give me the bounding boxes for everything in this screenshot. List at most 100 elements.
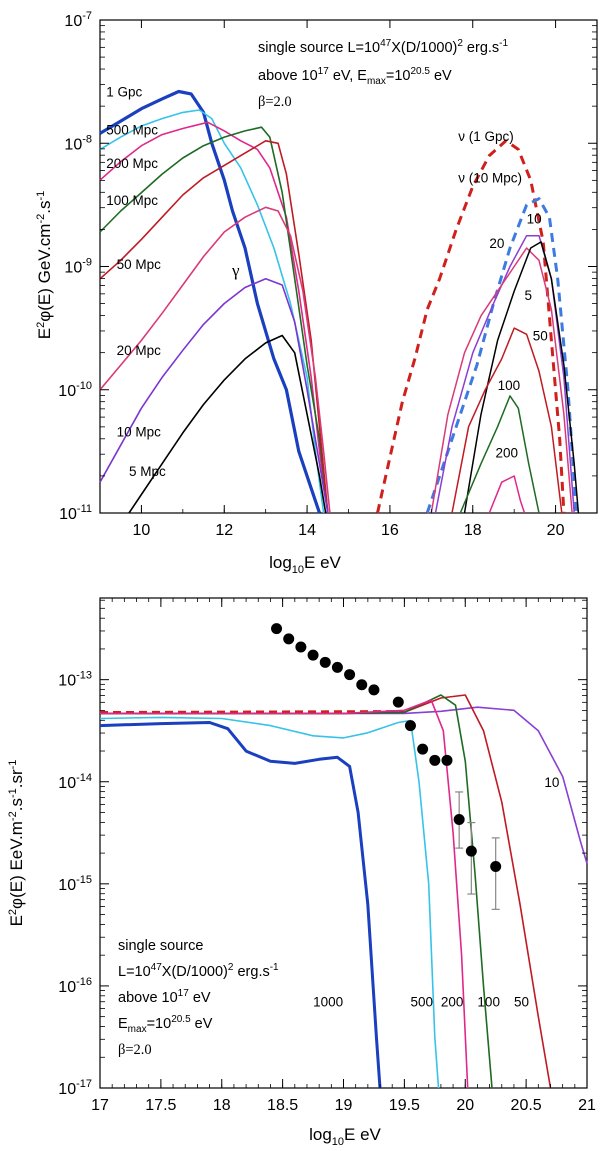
cosmic-ray-spectrum-chart: 17 17.5 18 18.5 19 19.5 20 20.5 21 10-13 10-14 10-1… [7,597,596,1148]
chart1-annotation-line2: above 1017 eV, Emax=1020.5 eV [258,66,452,87]
nu-curve-label: 20 [489,236,504,251]
gamma-neutrino-spectrum-chart: 10 12 14 16 18 20 10-7 10-8 10-9 10-10 10-11 1 Gpc… [35,10,598,576]
gamma-curve-label: 1 Gpc [106,84,142,99]
nu-series-20 [430,247,573,514]
nu-series-10 [434,234,575,514]
chart2-curve-label: 1000 [313,994,343,1009]
chart1-y-tick-label: 10-8 [64,133,92,153]
gamma-series-50-Mpc [99,140,329,514]
gamma-series-10-Mpc [99,278,329,514]
chart1-x-tick-label: 10 [133,522,151,539]
chart1-x-tick-label: 14 [298,522,316,539]
nu-curve-label: 10 [527,211,542,226]
chart2-x-tick-label: 20 [456,1097,474,1114]
chart1-y-axis-title: E2φ(E) GeV.cm-2.s-1 [35,191,54,340]
chart2-y-tick-label: 10-13 [58,670,92,690]
chart2-x-tick-label: 18.5 [267,1097,298,1114]
nu-series-5 [463,241,580,514]
chart2-x-tick-label: 19 [335,1097,353,1114]
nu-curve-label: 5 [525,288,533,303]
gamma-series-20-Mpc [99,206,331,514]
chart2-y-tick-label: 10-15 [58,874,92,894]
gamma-series-5-Mpc [128,334,327,514]
data-point [331,661,343,673]
chart2-x-tick-label: 21 [578,1097,596,1114]
data-point [307,649,319,661]
chart2-y-tick-label: 10-16 [58,976,92,996]
data-point [271,623,283,635]
gamma-curve-label: 500 Mpc [106,123,158,138]
data-point [465,845,477,857]
chart2-annotation-line1: single source [118,938,203,954]
chart1-x-tick-label: 12 [215,522,233,539]
chart2-curve-label: 100 [477,994,500,1009]
nu-curve-label: ν (1 Gpc) [458,129,514,144]
gamma-curve-label: 50 Mpc [117,257,162,272]
data-point [404,720,416,732]
chart2-x-tick-label: 20.5 [511,1097,542,1114]
chart2-x-tick-label: 17 [91,1097,109,1114]
chart1-y-tick-label: 10-7 [64,10,92,30]
chart1-annotation-line3: β=2.0 [258,94,292,110]
chart2-annotation-line2: L=1047X(D/1000)2 erg.s-1 [118,962,279,980]
chart1-annotation-line1: single source L=1047X(D/1000)2 erg.s-1 [258,38,509,56]
gamma-series-200-Mpc [99,121,329,514]
chart2-annotation-line4: Emax=1020.5 eV [118,1014,213,1035]
gamma-series-1-Gpc [99,89,322,514]
chart1-x-tick-label: 20 [547,522,565,539]
chart2-annotation: single source L=1047X(D/1000)2 erg.s-1 a… [118,938,279,1058]
chart2-curve-label: 10 [544,775,559,790]
gamma-series-100-Mpc [99,126,329,514]
nu-series-200 [488,475,526,514]
nu-curve-label: 50 [533,328,548,343]
data-point [368,684,380,696]
gamma-curve-label: 100 Mpc [106,193,158,208]
nu-series-100 [459,395,540,514]
data-point [490,860,502,872]
chart1-y-tick-label: 10-11 [59,503,92,523]
chart2-x-tick-label: 17.5 [145,1097,176,1114]
chart2-curve-label: 500 [410,994,433,1009]
chart2-dashed-series [99,710,405,714]
gamma-curve-label: 10 Mpc [117,425,162,440]
data-point [453,814,465,826]
chart1-annotation: single source L=1047X(D/1000)2 erg.s-1 a… [258,38,509,110]
data-point [344,669,356,681]
data-point [417,743,429,755]
chart2-curve-label: 50 [514,994,529,1009]
chart2-y-axis-title: E2φ(E) EeV.m-2.s-1.sr-1 [7,760,26,927]
chart2-series-200 [100,699,469,1089]
chart2-x-tick-label: 18 [213,1097,231,1114]
chart2-y-tick-label: 10-14 [58,772,92,792]
data-point [295,641,307,653]
chart2-series-1000 [99,721,382,1089]
chart2-x-tick-label: 19.5 [389,1097,420,1114]
gamma-curve-label: 5 Mpc [129,464,166,479]
chart2-annotation-line3: above 1017 eV [118,988,211,1006]
gamma-label: γ [231,261,240,280]
gamma-series-500-Mpc [99,109,325,514]
chart2-annotation-line5: β=2.0 [118,1042,152,1058]
nu-series--10-Mpc [425,197,578,514]
gamma-curve-label: 200 Mpc [106,156,158,171]
chart2-x-axis-title: log10E eV [309,1125,381,1148]
data-point [283,633,295,645]
nu-curve-label: 100 [498,378,521,393]
nu-curve-label: ν (10 Mpc) [458,171,522,186]
chart2-curve-label: 200 [441,994,464,1009]
chart1-x-tick-label: 18 [464,522,482,539]
data-point [441,754,453,766]
chart1-x-axis-title: log10E eV [269,553,341,576]
gamma-curve-label: 20 Mpc [117,343,162,358]
chart1-y-tick-label: 10-10 [58,380,92,400]
data-point [429,754,441,766]
data-point [356,679,368,691]
chart2-series-500 [99,716,440,1089]
data-point [319,656,331,668]
data-point [392,696,404,708]
chart2-y-tick-label: 10-17 [58,1078,92,1098]
chart1-x-tick-label: 16 [381,522,399,539]
nu-curve-label: 200 [496,446,519,461]
nu-series-50 [451,327,563,514]
chart1-y-tick-label: 10-9 [64,257,92,277]
